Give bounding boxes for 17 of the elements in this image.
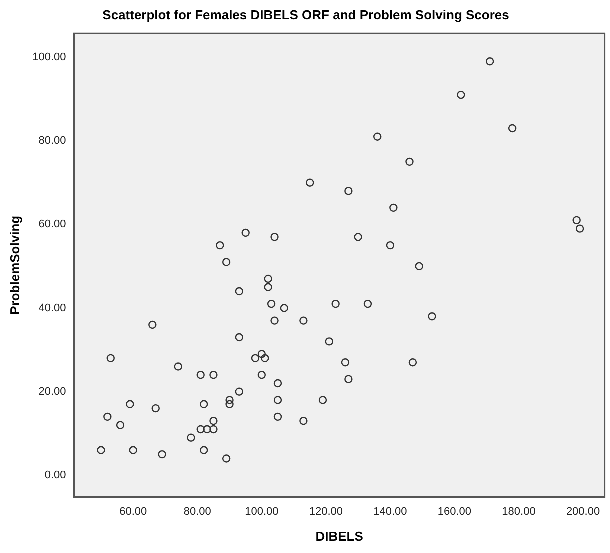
x-tick-label: 160.00 [438, 506, 472, 518]
y-tick-label: 100.00 [32, 51, 66, 64]
x-tick-label: 180.00 [502, 506, 536, 518]
y-axis-title: ProblemSolving [7, 216, 22, 315]
x-tick-label: 80.00 [184, 506, 212, 518]
y-tick-label: 80.00 [38, 135, 66, 148]
x-tick-label: 200.00 [566, 506, 600, 518]
y-tick-label: 40.00 [38, 302, 66, 314]
y-tick-label: 20.00 [38, 386, 66, 398]
x-axis-title: DIBELS [316, 528, 364, 544]
x-tick-label: 100.00 [245, 506, 279, 518]
y-tick-label: 0.00 [44, 469, 66, 482]
chart-title: Scatterplot for Females DIBELS ORF and Problem Solving Scores [102, 7, 510, 22]
x-tick-label: 140.00 [374, 506, 408, 518]
y-tick-label: 60.00 [38, 218, 66, 231]
x-tick-label: 120.00 [309, 506, 344, 518]
x-tick-label: 60.00 [120, 506, 148, 518]
